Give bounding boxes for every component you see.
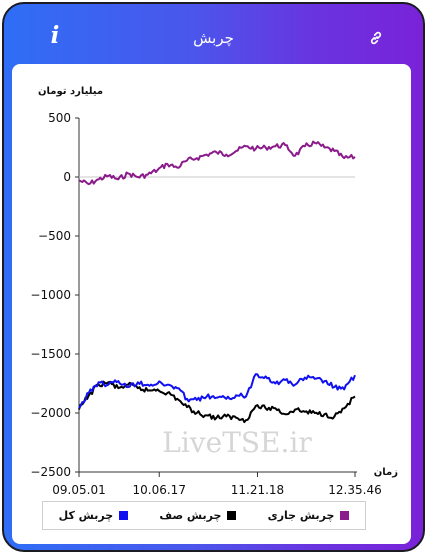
series-line-queue [78,380,356,424]
info-icon[interactable]: i [50,22,60,49]
link-icon[interactable] [368,30,384,46]
x-tick-label: 12.35.46 [328,483,381,496]
y-tick-label: −2500 [30,465,71,479]
header-bar: i چربش [4,4,423,62]
y-tick-label: −2000 [30,406,71,420]
legend-item-total[interactable]: چربش کل [59,509,129,522]
series-line-total [78,373,356,409]
legend-swatch-current [340,511,350,520]
chart-legend: چربش جاری چربش صف چربش کل [42,501,366,530]
series-line-current [78,140,356,186]
x-tick-label: 10.06.17 [133,483,186,496]
page-title: چربش [193,29,234,47]
y-axis-label: میلیارد تومان [38,86,103,97]
x-tick-label: 09.05.01 [52,483,105,496]
legend-item-current[interactable]: چربش جاری [268,509,350,522]
legend-label-queue: چربش صف [159,509,222,522]
watermark: LiveTSE.ir [162,426,312,459]
y-tick-label: 0 [63,170,71,184]
legend-label-current: چربش جاری [267,509,335,522]
x-axis-label: زمان [374,467,398,478]
y-tick-label: −1000 [30,288,71,302]
legend-swatch-queue [227,511,237,520]
line-chart: LiveTSE.ir 500 0 −500 −1000 −1500 −2000 −2500 09… [30,86,398,496]
y-tick-label: 500 [48,111,71,125]
x-tick-label: 11.21.18 [231,483,284,496]
legend-item-queue[interactable]: چربش صف [159,509,237,522]
chart-card: LiveTSE.ir 500 0 −500 −1000 −1500 −2000 −2500 09… [12,64,411,544]
y-tick-label: −500 [38,229,71,243]
legend-label-total: چربش کل [58,509,114,522]
legend-swatch-total [119,511,129,520]
y-tick-label: −1500 [30,347,71,361]
